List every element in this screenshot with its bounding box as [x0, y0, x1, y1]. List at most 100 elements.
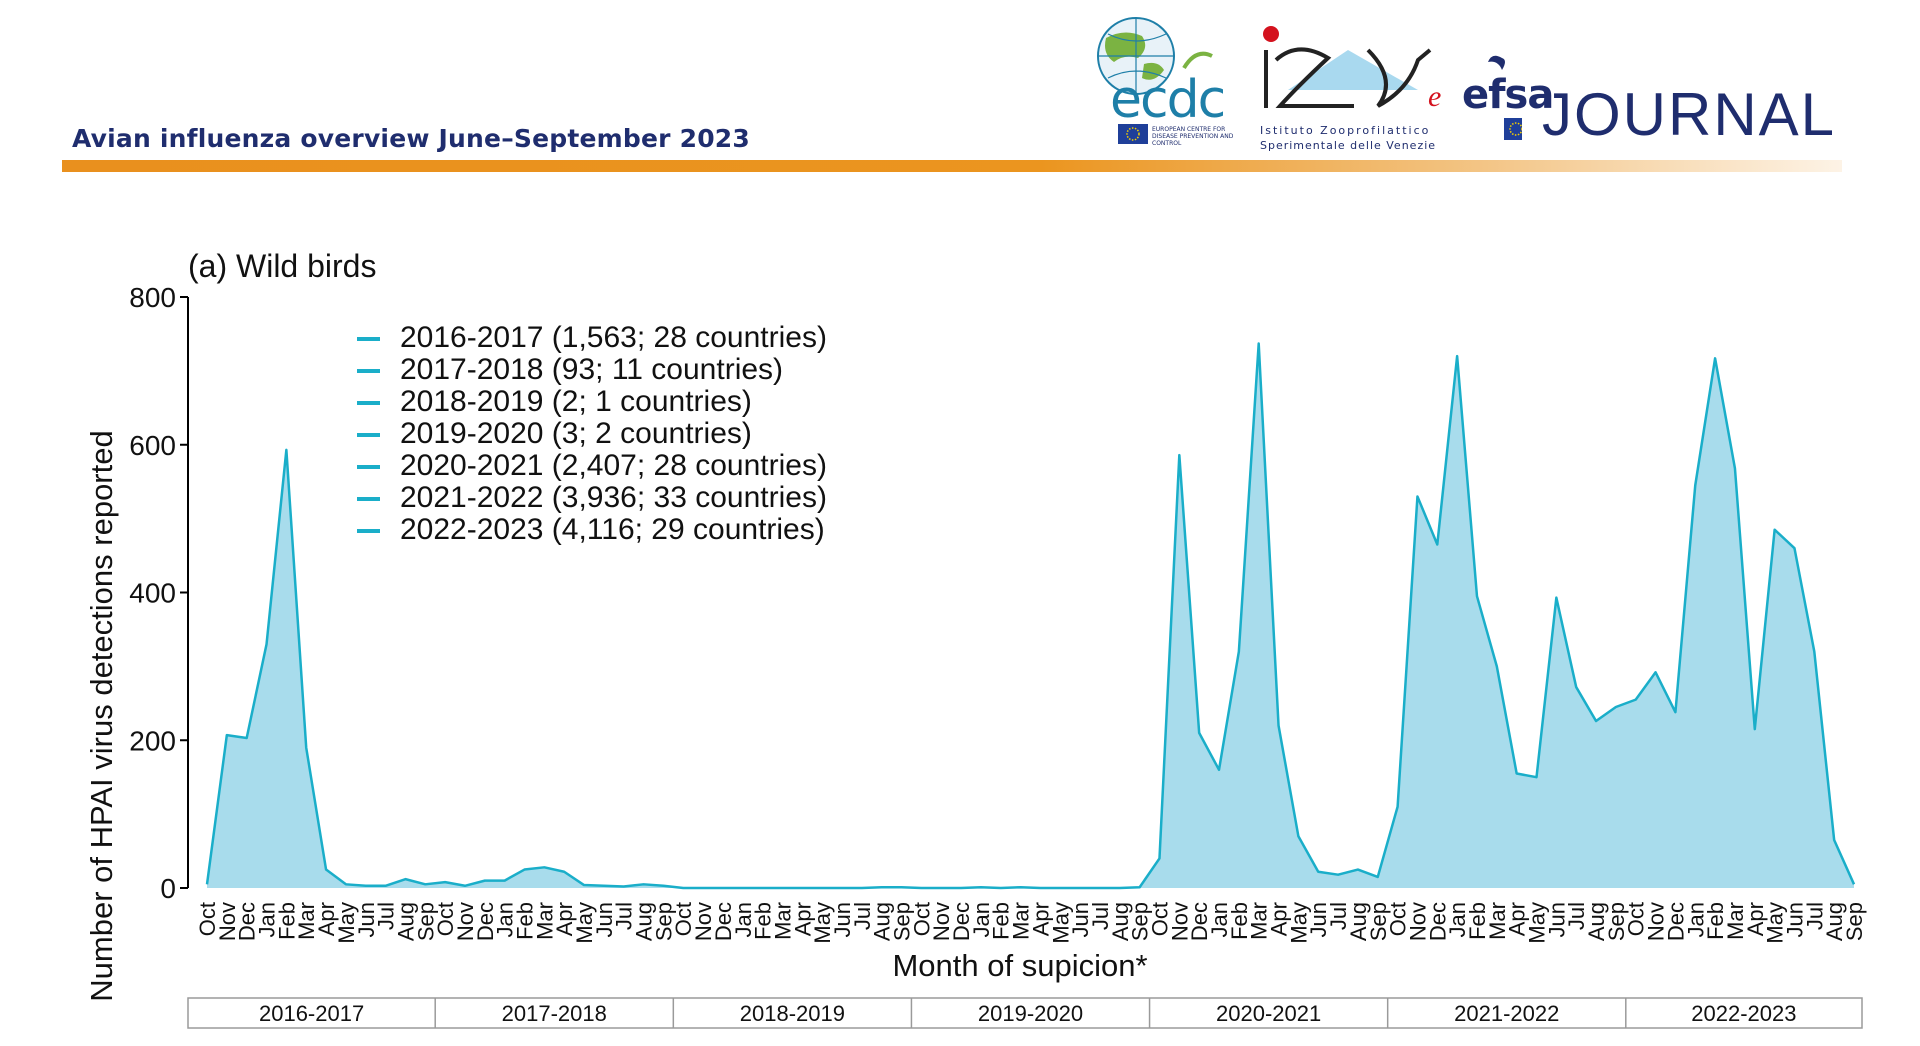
x-tick-label: Aug: [1584, 902, 1609, 941]
plot-area: 0200400600800OctNovDecJanFebMarAprMayJun…: [129, 282, 1867, 944]
legend-entry: 2016-2017 (1,563; 28 countries): [400, 321, 827, 354]
y-tick-label: 0: [160, 873, 176, 904]
x-tick-label: Dec: [1663, 902, 1688, 941]
y-tick-label: 200: [129, 725, 176, 756]
x-tick-label: Feb: [751, 902, 776, 940]
x-tick-label: May: [1048, 902, 1073, 944]
x-tick-label: Sep: [1604, 902, 1629, 941]
journal-wordmark: JOURNAL: [1542, 81, 1837, 148]
x-tick-label: Aug: [1108, 902, 1133, 941]
season-strip-frame: [187, 997, 1863, 1029]
efsa-wordmark: efsa: [1462, 72, 1554, 118]
x-tick-label: Dec: [1425, 902, 1450, 941]
x-tick-label: Jul: [1564, 902, 1589, 930]
x-tick-label: Feb: [989, 902, 1014, 940]
panel-title: (a) Wild birds: [188, 248, 376, 284]
x-tick-label: Aug: [632, 902, 657, 941]
season-strip: 2016-2017 2017-2018 2018-2019 2019-2020 2020…: [187, 997, 1863, 1029]
x-tick-label: May: [1763, 902, 1788, 944]
x-tick-label: Dec: [473, 902, 498, 941]
x-tick-label: Nov: [1167, 902, 1192, 941]
ecdc-logo: ecdc EUROPEAN CENTRE FOR DISEASE PREVENT…: [1084, 8, 1244, 158]
ecdc-wordmark: ecdc: [1110, 70, 1226, 130]
x-tick-label: May: [810, 902, 835, 944]
x-tick-label: Apr: [314, 902, 339, 936]
legend-entry: 2019-2020 (3; 2 countries): [400, 417, 752, 450]
x-tick-label: Apr: [1267, 902, 1292, 936]
x-tick-label: Dec: [711, 902, 736, 941]
izsve-name-line1: Istituto Zooprofilattico: [1260, 124, 1431, 137]
efsa-journal-logo: efsa JOURNAL: [1462, 50, 1842, 150]
x-tick-label: Oct: [433, 902, 458, 936]
x-tick-label: Jun: [830, 902, 855, 937]
x-tick-label: Oct: [909, 902, 934, 936]
x-tick-label: Sep: [1842, 902, 1867, 941]
x-tick-label: Feb: [274, 902, 299, 940]
x-tick-label: Jun: [1782, 902, 1807, 937]
report-title: Avian influenza overview June–September …: [72, 124, 750, 153]
x-tick-label: Feb: [1703, 902, 1728, 940]
x-tick-label: Sep: [413, 902, 438, 941]
legend-entry: 2021-2022 (3,936; 33 countries): [400, 481, 827, 514]
season-label: 2020-2021: [1216, 1001, 1321, 1026]
x-tick-label: Dec: [949, 902, 974, 941]
x-tick-label: Aug: [393, 902, 418, 941]
x-tick-label: Oct: [1386, 902, 1411, 936]
x-tick-label: Jul: [612, 902, 637, 930]
x-tick-label: Feb: [1465, 902, 1490, 940]
x-tick-label: Sep: [1128, 902, 1153, 941]
x-tick-label: Mar: [1723, 902, 1748, 940]
x-tick-label: Jun: [1306, 902, 1331, 937]
season-label: 2022-2023: [1691, 1001, 1796, 1026]
x-tick-label: Oct: [195, 902, 220, 936]
x-tick-label: Sep: [1366, 902, 1391, 941]
legend-entry: 2020-2021 (2,407; 28 countries): [400, 449, 827, 482]
legend: 2016-2017 (1,563; 28 countries)2017-2018…: [357, 321, 827, 546]
x-tick-label: Jan: [1445, 902, 1470, 937]
x-tick-label: Nov: [453, 902, 478, 941]
x-tick-label: Aug: [1822, 902, 1847, 941]
x-tick-label: Oct: [1147, 902, 1172, 936]
x-tick-label: Mar: [1485, 902, 1510, 940]
x-tick-label: Jun: [592, 902, 617, 937]
y-axis-label: Number of HPAI virus detections reported: [84, 430, 119, 1001]
detections-area: [207, 343, 1854, 888]
x-tick-label: Jan: [1207, 902, 1232, 937]
x-tick-label: Nov: [215, 902, 240, 941]
legend-entry: 2017-2018 (93; 11 countries): [400, 353, 783, 386]
x-tick-label: Apr: [1743, 902, 1768, 936]
x-tick-label: Feb: [1227, 902, 1252, 940]
x-tick-label: Feb: [512, 902, 537, 940]
header-divider: [62, 160, 1842, 172]
izsve-mark-icon: e: [1263, 26, 1441, 113]
x-tick-label: Nov: [929, 902, 954, 941]
x-tick-label: Mar: [1247, 902, 1272, 940]
x-tick-label: Aug: [870, 902, 895, 941]
x-tick-label: Jun: [1544, 902, 1569, 937]
x-tick-label: Jan: [493, 902, 518, 937]
izsve-name-line2: Sperimentale delle Venezie: [1260, 139, 1437, 152]
x-tick-label: Jul: [1802, 902, 1827, 930]
x-tick-label: Jan: [1683, 902, 1708, 937]
y-tick-label: 400: [129, 578, 176, 609]
x-tick-label: Apr: [1028, 902, 1053, 936]
season-label: 2021-2022: [1454, 1001, 1559, 1026]
y-tick-label: 800: [129, 282, 176, 313]
season-label: 2019-2020: [978, 1001, 1083, 1026]
hpai-wild-birds-chart: 0200400600800OctNovDecJanFebMarAprMayJun…: [84, 248, 1867, 1029]
x-tick-label: May: [334, 902, 359, 944]
x-tick-label: Jul: [850, 902, 875, 930]
season-label: 2016-2017: [259, 1001, 364, 1026]
x-tick-label: Nov: [1644, 902, 1669, 941]
x-tick-label: May: [572, 902, 597, 944]
svg-text:e: e: [1428, 80, 1441, 113]
efsa-emblem-icon: [1488, 55, 1522, 140]
x-tick-label: Jan: [255, 902, 280, 937]
x-tick-label: Jul: [374, 902, 399, 930]
x-tick-label: Mar: [532, 902, 557, 940]
detections-line: [205, 342, 1856, 890]
x-tick-label: Nov: [1405, 902, 1430, 941]
x-tick-label: Apr: [790, 902, 815, 936]
x-tick-label: Sep: [651, 902, 676, 941]
y-tick-label: 600: [129, 430, 176, 461]
